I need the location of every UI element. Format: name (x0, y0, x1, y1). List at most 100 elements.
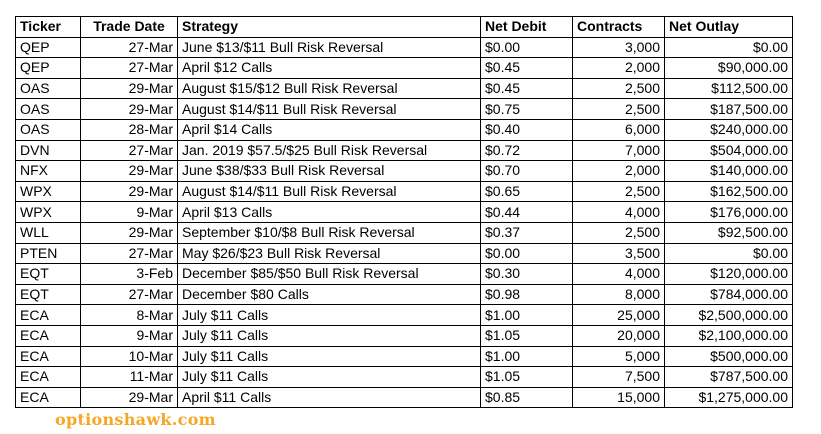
cell-strategy: August $15/$12 Bull Risk Reversal (177, 77, 481, 100)
cell-net-outlay: $1,275,000.00 (664, 386, 793, 409)
cell-strategy: August $14/$11 Bull Risk Reversal (177, 98, 481, 120)
cell-strategy: July $11 Calls (177, 366, 481, 388)
cell-strategy: June $38/$33 Bull Risk Reversal (177, 160, 481, 182)
cell-trade-date: 27-Mar (80, 139, 178, 162)
cell-trade-date: 9-Mar (80, 201, 178, 223)
cell-contracts: 2,500 (572, 77, 665, 100)
cell-net-debit: $0.98 (480, 283, 573, 306)
table-row: DVN 27-Mar Jan. 2019 $57.5/$25 Bull Risk R… (15, 139, 793, 162)
cell-strategy: December $85/$50 Bull Risk Reversal (177, 263, 481, 285)
cell-contracts: 4,000 (572, 201, 665, 223)
cell-net-debit: $0.00 (480, 242, 573, 265)
cell-strategy: June $13/$11 Bull Risk Reversal (177, 36, 481, 59)
cell-trade-date: 29-Mar (80, 98, 178, 120)
cell-net-outlay: $2,500,000.00 (664, 304, 793, 326)
cell-contracts: 8,000 (572, 283, 665, 306)
table-row: WPX 9-Mar April $13 Calls $0.44 4,000 $176,00… (15, 201, 793, 223)
cell-net-debit: $0.75 (480, 98, 573, 120)
cell-net-outlay: $162,500.00 (664, 180, 793, 203)
cell-trade-date: 29-Mar (80, 160, 178, 182)
cell-net-debit: $0.45 (480, 77, 573, 100)
cell-contracts: 3,000 (572, 36, 665, 59)
cell-strategy: August $14/$11 Bull Risk Reversal (177, 180, 481, 203)
cell-contracts: 4,000 (572, 263, 665, 285)
cell-net-outlay: $0.00 (664, 36, 793, 59)
cell-contracts: 7,000 (572, 139, 665, 162)
cell-ticker: OAS (15, 77, 81, 100)
cell-net-debit: $1.05 (480, 324, 573, 347)
cell-trade-date: 11-Mar (80, 366, 178, 388)
cell-strategy: April $14 Calls (177, 118, 481, 141)
cell-net-outlay: $787,500.00 (664, 366, 793, 388)
cell-contracts: 2,000 (572, 57, 665, 79)
trades-table: Ticker Trade Date Strategy Net Debit Con… (15, 16, 793, 409)
cell-net-debit: $1.00 (480, 304, 573, 326)
cell-trade-date: 27-Mar (80, 36, 178, 59)
trades-table-container: Ticker Trade Date Strategy Net Debit Con… (15, 16, 793, 409)
cell-contracts: 5,000 (572, 345, 665, 368)
cell-strategy: July $11 Calls (177, 324, 481, 347)
cell-ticker: OAS (15, 98, 81, 120)
table-row: ECA 11-Mar July $11 Calls $1.05 7,500 $787,50… (15, 366, 793, 388)
cell-trade-date: 9-Mar (80, 324, 178, 347)
cell-net-outlay: $92,500.00 (664, 221, 793, 244)
cell-net-outlay: $90,000.00 (664, 57, 793, 79)
cell-trade-date: 27-Mar (80, 242, 178, 265)
cell-net-outlay: $504,000.00 (664, 139, 793, 162)
table-row: WPX 29-Mar August $14/$11 Bull Risk Revers… (15, 180, 793, 203)
cell-net-outlay: $176,000.00 (664, 201, 793, 223)
cell-net-outlay: $2,100,000.00 (664, 324, 793, 347)
cell-contracts: 2,500 (572, 180, 665, 203)
table-row: EQT 3-Feb December $85/$50 Bull Risk Rever… (15, 263, 793, 285)
cell-ticker: NFX (15, 160, 81, 182)
cell-net-outlay: $500,000.00 (664, 345, 793, 368)
cell-contracts: 6,000 (572, 118, 665, 141)
cell-trade-date: 29-Mar (80, 386, 178, 409)
table-header-row: Ticker Trade Date Strategy Net Debit Con… (15, 16, 793, 38)
table-row: OAS 29-Mar August $15/$12 Bull Risk Revers… (15, 77, 793, 100)
cell-contracts: 25,000 (572, 304, 665, 326)
cell-ticker: ECA (15, 324, 81, 347)
cell-strategy: April $12 Calls (177, 57, 481, 79)
table-row: PTEN 27-Mar May $26/$23 Bull Risk Reversal… (15, 242, 793, 265)
cell-contracts: 2,000 (572, 160, 665, 182)
cell-ticker: WLL (15, 221, 81, 244)
cell-ticker: QEP (15, 57, 81, 79)
cell-contracts: 7,500 (572, 366, 665, 388)
cell-net-debit: $1.05 (480, 366, 573, 388)
cell-ticker: ECA (15, 304, 81, 326)
cell-ticker: PTEN (15, 242, 81, 265)
cell-net-outlay: $784,000.00 (664, 283, 793, 306)
cell-ticker: OAS (15, 118, 81, 141)
cell-strategy: April $11 Calls (177, 386, 481, 409)
cell-net-debit: $0.44 (480, 201, 573, 223)
table-row: ECA 8-Mar July $11 Calls $1.00 25,000 $2,500,… (15, 304, 793, 326)
cell-ticker: ECA (15, 386, 81, 409)
table-row: EQT 27-Mar December $80 Calls $0.98 8,000 $78… (15, 283, 793, 306)
table-row: OAS 28-Mar April $14 Calls $0.40 6,000 $240,0… (15, 118, 793, 141)
cell-strategy: September $10/$8 Bull Risk Reversal (177, 221, 481, 244)
cell-contracts: 2,500 (572, 221, 665, 244)
table-body: QEP 27-Mar June $13/$11 Bull Risk Reversal… (15, 36, 793, 409)
cell-net-debit: $0.45 (480, 57, 573, 79)
header-ticker: Ticker (15, 16, 81, 38)
header-net-outlay: Net Outlay (664, 16, 793, 38)
header-strategy: Strategy (177, 16, 481, 38)
cell-net-debit: $0.85 (480, 386, 573, 409)
cell-ticker: QEP (15, 36, 81, 59)
cell-strategy: December $80 Calls (177, 283, 481, 306)
cell-contracts: 2,500 (572, 98, 665, 120)
cell-ticker: EQT (15, 283, 81, 306)
cell-trade-date: 28-Mar (80, 118, 178, 141)
cell-ticker: DVN (15, 139, 81, 162)
cell-net-debit: $0.37 (480, 221, 573, 244)
cell-ticker: ECA (15, 345, 81, 368)
header-contracts: Contracts (572, 16, 665, 38)
cell-net-debit: $0.40 (480, 118, 573, 141)
cell-ticker: WPX (15, 201, 81, 223)
cell-contracts: 20,000 (572, 324, 665, 347)
cell-strategy: July $11 Calls (177, 345, 481, 368)
cell-strategy: May $26/$23 Bull Risk Reversal (177, 242, 481, 265)
cell-trade-date: 8-Mar (80, 304, 178, 326)
table-row: QEP 27-Mar April $12 Calls $0.45 2,000 $90,00… (15, 57, 793, 79)
